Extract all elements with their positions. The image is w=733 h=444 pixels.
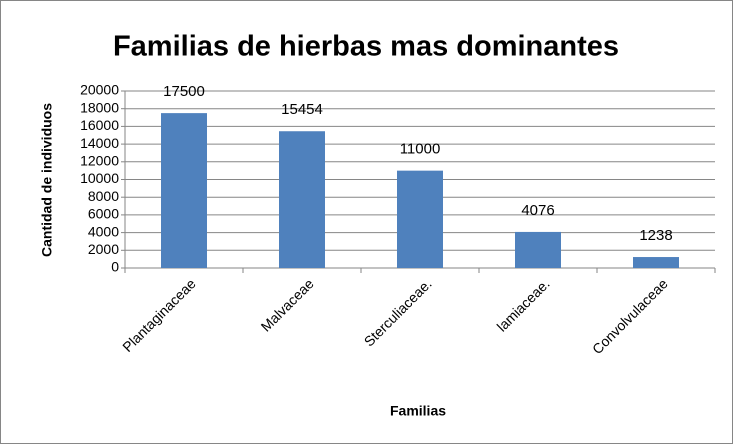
data-label: 17500 xyxy=(163,83,205,100)
y-tick-label: 0 xyxy=(111,259,119,275)
data-label: 1238 xyxy=(639,227,672,244)
bar xyxy=(515,231,561,268)
y-tick-label: 4000 xyxy=(88,223,119,239)
data-label: 11000 xyxy=(400,141,441,158)
chart-title: Familias de hierbas mas dominantes xyxy=(113,31,619,63)
y-tick-label: 6000 xyxy=(88,206,119,222)
y-tick-label: 10000 xyxy=(80,170,119,186)
y-tick-label: 2000 xyxy=(88,241,119,257)
bar xyxy=(279,131,325,268)
bar xyxy=(161,113,207,268)
y-tick-label: 8000 xyxy=(88,188,119,204)
bar xyxy=(397,170,443,268)
bar xyxy=(633,257,679,268)
y-tick-label: 12000 xyxy=(80,153,119,169)
y-tick-label: 18000 xyxy=(80,99,119,115)
y-tick-label: 16000 xyxy=(80,117,119,133)
data-label: 4076 xyxy=(521,202,554,219)
y-axis-label: Cantidad de individuos xyxy=(39,103,55,257)
y-tick-label: 14000 xyxy=(80,135,119,151)
y-tick-label: 20000 xyxy=(80,82,119,98)
data-label: 15454 xyxy=(281,101,323,118)
x-axis-label: Familias xyxy=(390,403,446,419)
